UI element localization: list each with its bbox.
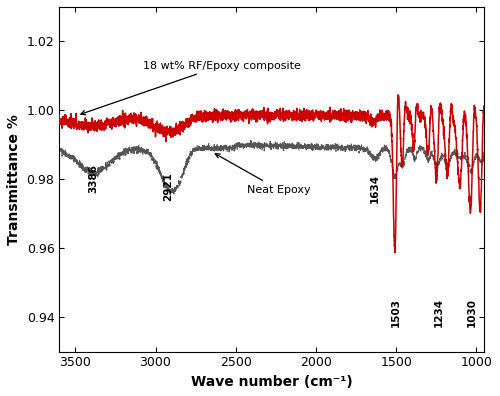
Text: 1030: 1030 bbox=[466, 298, 476, 327]
Text: 1234: 1234 bbox=[434, 298, 444, 327]
X-axis label: Wave number (cm⁻¹): Wave number (cm⁻¹) bbox=[191, 375, 352, 389]
Text: Neat Epoxy: Neat Epoxy bbox=[216, 154, 310, 194]
Text: 2921: 2921 bbox=[163, 172, 173, 201]
Text: 1503: 1503 bbox=[390, 298, 400, 327]
Text: 18 wt% RF/Epoxy composite: 18 wt% RF/Epoxy composite bbox=[81, 61, 300, 115]
Y-axis label: Transmittance %: Transmittance % bbox=[7, 114, 21, 245]
Text: 3386: 3386 bbox=[88, 164, 99, 193]
Text: 1634: 1634 bbox=[370, 174, 380, 203]
